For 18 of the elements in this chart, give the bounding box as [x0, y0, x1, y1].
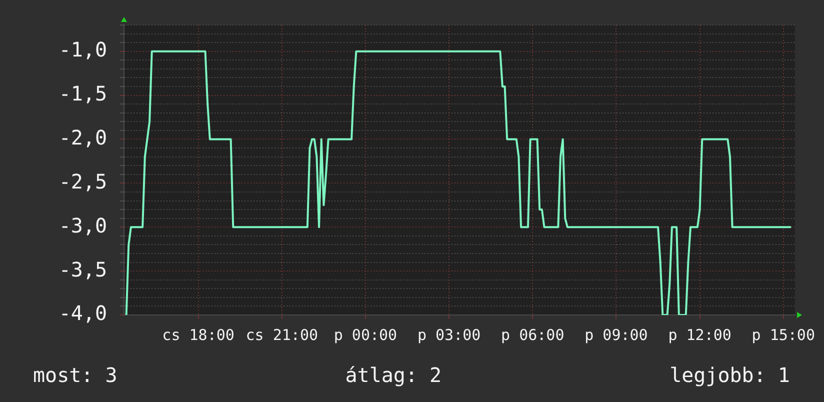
- text: átlag: 2: [345, 363, 442, 387]
- x-tick-label: cs 18:00: [162, 326, 234, 344]
- x-tick-label: p 00:00: [334, 326, 398, 344]
- x-tick-label: p 15:00: [752, 326, 815, 344]
- x-tick-label: p 06:00: [501, 326, 564, 344]
- text: legjobb: 1: [670, 363, 790, 387]
- y-tick-label: -1,5: [58, 82, 107, 106]
- y-tick-label: -2,0: [58, 125, 107, 150]
- y-tick-label: -3,5: [58, 257, 107, 282]
- x-tick-label: cs 21:00: [246, 326, 318, 344]
- x-tick-label: p 12:00: [668, 326, 732, 344]
- y-tick-label: -2,5: [58, 169, 107, 194]
- text: most: 3: [33, 363, 118, 387]
- y-tick-label: -4,0: [58, 301, 107, 326]
- x-tick-label: p 09:00: [584, 326, 648, 344]
- x-tick-label: p 03:00: [417, 326, 481, 344]
- y-tick-label: -3,0: [58, 213, 107, 238]
- y-tick-label: -1,0: [58, 38, 107, 62]
